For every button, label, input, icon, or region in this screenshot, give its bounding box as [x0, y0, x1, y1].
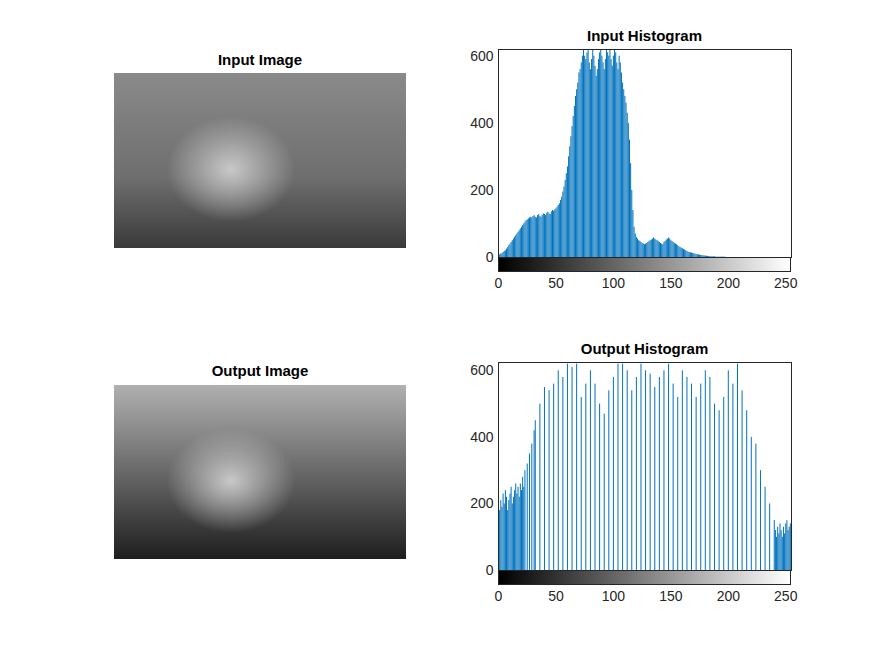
svg-text:400: 400 — [470, 115, 494, 131]
svg-text:0: 0 — [486, 249, 494, 265]
html-text:Output Histogram: Output Histogram — [580, 339, 709, 357]
svg-text:250: 250 — [774, 275, 798, 291]
svg-text:250: 250 — [774, 588, 798, 604]
svg-text:600: 600 — [470, 48, 494, 64]
svg-text:0: 0 — [495, 588, 503, 604]
svg-text:100: 100 — [602, 588, 626, 604]
html-text:Output Image: Output Image — [211, 361, 309, 379]
svg-text:200: 200 — [470, 495, 494, 511]
svg-text:200: 200 — [717, 588, 741, 604]
svg-text:600: 600 — [470, 362, 494, 378]
svg-text:0: 0 — [495, 275, 503, 291]
svg-text:200: 200 — [717, 275, 741, 291]
svg-text:100: 100 — [602, 275, 626, 291]
html-text:Input Image: Input Image — [217, 50, 303, 68]
svg-text:150: 150 — [659, 275, 683, 291]
svg-text:50: 50 — [548, 275, 564, 291]
html-text:Input Histogram: Input Histogram — [587, 26, 702, 44]
svg-text:50: 50 — [548, 588, 564, 604]
svg-text:200: 200 — [470, 182, 494, 198]
svg-text:400: 400 — [470, 429, 494, 445]
svg-text:0: 0 — [486, 562, 494, 578]
svg-text:150: 150 — [659, 588, 683, 604]
